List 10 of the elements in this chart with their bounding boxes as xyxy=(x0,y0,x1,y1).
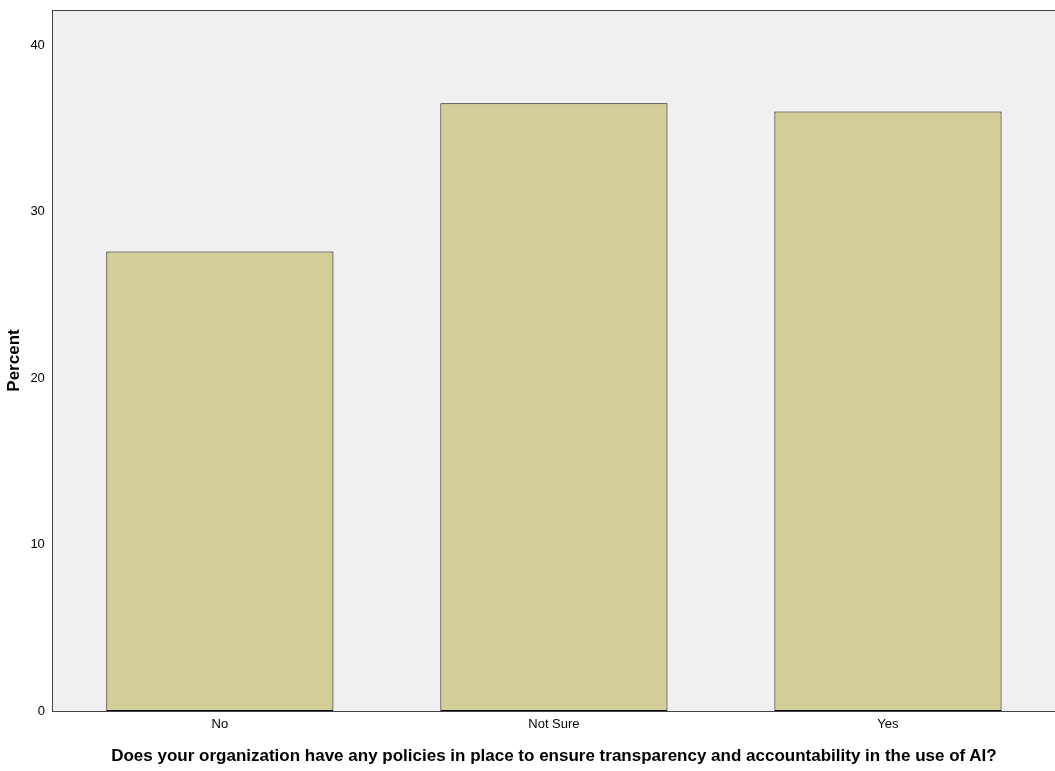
y-axis-title: Percent xyxy=(3,328,23,392)
y-tick-label: 40 xyxy=(30,36,45,52)
x-tick-label: Not Sure xyxy=(528,716,580,732)
x-tick-label: Yes xyxy=(877,716,900,732)
y-tick-label: 30 xyxy=(30,203,45,219)
y-tick-label: 0 xyxy=(37,702,45,718)
x-tick-label: No xyxy=(211,716,229,732)
x-axis-title: Does your organization have any policies in place to ensure transparency and accountability in the use of AI? xyxy=(111,746,997,766)
y-tick-label: 10 xyxy=(30,536,45,552)
y-tick-label: 20 xyxy=(30,369,45,385)
